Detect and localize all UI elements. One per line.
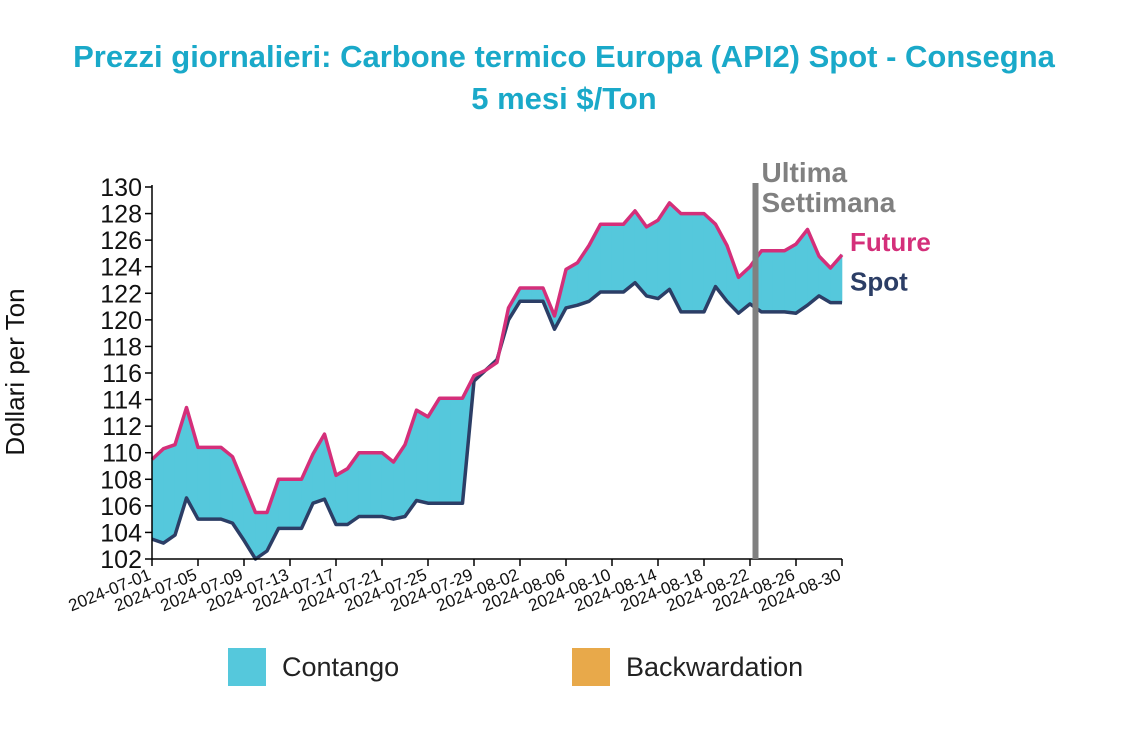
- spread-segment: [370, 452, 383, 517]
- y-tick-label: 106: [100, 493, 142, 521]
- y-tick-label: 112: [102, 413, 142, 441]
- spread-segment: [519, 287, 532, 302]
- last-week-marker-label: Settimana: [762, 187, 896, 218]
- spread-segment: [289, 478, 302, 529]
- spread-segment: [439, 397, 452, 504]
- y-tick-label: 128: [100, 201, 142, 229]
- y-axis-label: Dollari per Ton: [0, 288, 30, 455]
- y-tick-label: 124: [100, 254, 142, 282]
- spread-segment: [692, 213, 705, 313]
- legend: Contango Backwardation: [0, 648, 1128, 688]
- y-tick-label: 116: [102, 360, 142, 388]
- legend-label-backwardation: Backwardation: [626, 651, 804, 682]
- spread-segment: [784, 243, 797, 314]
- spread-segment: [335, 468, 348, 525]
- y-tick-label: 110: [102, 440, 142, 468]
- spread-segment: [450, 397, 463, 504]
- spread-segment: [151, 448, 164, 544]
- chart-title-line-2: 5 mesi $/Ton: [471, 81, 657, 116]
- spread-segment: [197, 447, 210, 520]
- axes: 1021041061081101121141161181201221241261…: [66, 174, 844, 615]
- y-tick-label: 114: [102, 387, 142, 415]
- legend-item-contango: Contango: [228, 648, 399, 686]
- chart-title: Prezzi giornalieri: Carbone termico Euro…: [0, 36, 1128, 120]
- legend-swatch-backwardation: [572, 648, 610, 686]
- spot-end-label: Spot: [850, 267, 908, 297]
- spread-segment: [209, 447, 222, 520]
- spread-segment: [772, 250, 785, 313]
- y-tick-label: 102: [100, 546, 142, 574]
- spread-segment: [220, 446, 233, 524]
- spread-segment: [163, 444, 176, 544]
- y-tick-label: 122: [100, 280, 142, 308]
- y-tick-label: 120: [100, 307, 142, 335]
- chart-title-line-1: Prezzi giornalieri: Carbone termico Euro…: [73, 39, 1055, 74]
- future-line: [150, 201, 844, 515]
- spread-segment: [416, 409, 429, 504]
- spread-segment: [358, 452, 371, 517]
- spread-segment: [611, 223, 624, 293]
- series-lines: [150, 201, 844, 561]
- y-tick-label: 104: [100, 519, 142, 547]
- spread-areas: [151, 201, 843, 561]
- spread-segment: [761, 250, 774, 313]
- legend-swatch-contango: [228, 648, 266, 686]
- y-tick-label: 126: [100, 227, 142, 255]
- spread-segment: [600, 223, 613, 293]
- y-tick-label: 108: [100, 466, 142, 494]
- future-end-label: Future: [850, 227, 931, 257]
- spread-segment: [531, 287, 544, 302]
- y-tick-label: 130: [100, 174, 142, 202]
- spread-segment: [680, 213, 693, 313]
- spread-segment: [646, 219, 659, 299]
- spread-segment: [278, 478, 291, 529]
- last-week-marker-label: Ultima: [762, 157, 848, 188]
- y-tick-label: 118: [102, 333, 142, 361]
- legend-item-backwardation: Backwardation: [572, 648, 803, 686]
- legend-label-contango: Contango: [282, 651, 400, 682]
